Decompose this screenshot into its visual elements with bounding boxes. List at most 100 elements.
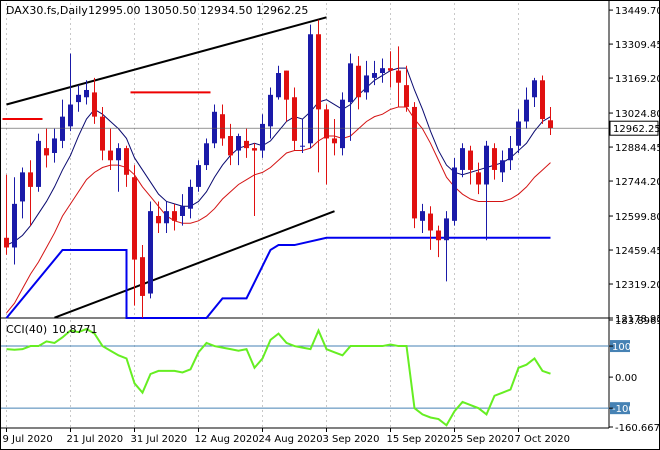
candle-body — [12, 203, 17, 248]
price-tick-label: 12178.95 — [615, 314, 660, 325]
candle-body — [380, 68, 385, 74]
candle-body — [172, 211, 177, 221]
candle-body — [300, 145, 305, 147]
cci-tick-label: -100 — [612, 404, 635, 415]
candle-body — [284, 70, 289, 100]
price-tick-label: 12459.45 — [615, 246, 660, 257]
current-price-label: 12962.25 — [613, 124, 660, 135]
trend-line — [6, 16, 327, 106]
candle-body — [220, 114, 225, 139]
time-tick-label: 9 Jul 2020 — [3, 434, 53, 445]
cci-level-box — [610, 340, 630, 353]
price-tick-label: 13024.80 — [615, 109, 660, 120]
price-tick-label: 12599.80 — [615, 212, 660, 223]
candle-body — [452, 167, 457, 221]
candle-body — [324, 109, 329, 139]
candle-body — [500, 160, 505, 173]
candle-body — [332, 138, 337, 144]
candle-body — [276, 73, 281, 98]
candle-body — [356, 65, 361, 98]
candle-body — [84, 89, 89, 98]
cci-title: CCI(40) — [6, 323, 47, 336]
candle-body — [516, 121, 521, 146]
cci-tick-label: 0.00 — [615, 373, 637, 384]
price-tick-label: 12744.20 — [615, 177, 660, 188]
candle-body — [364, 75, 369, 93]
time-tick-label: 24 Aug 2020 — [259, 434, 323, 445]
candle-body — [540, 80, 545, 120]
candle-body — [28, 172, 33, 187]
candle-body — [228, 136, 233, 156]
candle-body — [44, 148, 49, 156]
candle-body — [420, 211, 425, 221]
cci-line — [6, 327, 551, 427]
candle-body — [204, 143, 209, 166]
candle-body — [252, 148, 257, 151]
candle-body — [436, 230, 441, 241]
ohlc-label: 12995.00 13050.50 12934.50 12962.25 — [88, 4, 308, 17]
time-tick-label: 25 Sep 2020 — [451, 434, 514, 445]
candle-body — [404, 85, 409, 107]
candle-body — [140, 257, 145, 296]
candle-body — [132, 177, 137, 260]
candle-body — [340, 99, 345, 149]
chart-header: DAX30.fs,Daily 12995.00 13050.50 12934.5… — [6, 4, 308, 17]
price-pane — [1, 16, 609, 319]
candle-body — [76, 94, 81, 103]
cci-pane — [1, 327, 609, 427]
candle-body — [460, 148, 465, 170]
price-tick-label: 12319.20 — [615, 280, 660, 291]
candle-body — [484, 145, 489, 185]
cci-header: CCI(40) 10.8771 — [6, 323, 98, 336]
axes: 13449.70 13309.45 13169.20 13024.80 12884.45… — [3, 6, 660, 445]
candle-body — [52, 138, 57, 153]
time-tick-label: 21 Jul 2020 — [67, 434, 124, 445]
time-tick-label: 12 Aug 2020 — [195, 434, 259, 445]
candle-body — [92, 92, 97, 117]
candle-body — [196, 165, 201, 187]
candle-body — [260, 123, 265, 151]
candle-body — [180, 206, 185, 216]
candle-body — [268, 94, 273, 127]
candle-body — [396, 70, 401, 83]
step-level-line — [5, 236, 551, 319]
candle-body — [164, 211, 169, 224]
candle-body — [476, 172, 481, 185]
candle-body — [292, 97, 297, 141]
current-price-box — [609, 120, 659, 136]
candle-body — [412, 106, 417, 219]
price-tick-label: 13449.70 — [615, 6, 660, 17]
ma-fast-line — [6, 67, 551, 246]
price-tick-label: 13169.20 — [615, 74, 660, 85]
candle-body — [36, 140, 41, 187]
candle-body — [156, 215, 161, 224]
candle-body — [100, 116, 105, 151]
trend-line — [54, 210, 335, 319]
candle-body — [492, 148, 497, 170]
candle-body — [348, 63, 353, 103]
candle-body — [428, 213, 433, 231]
candle-body — [108, 150, 113, 161]
cci-tick-label: 100 — [612, 342, 631, 353]
candle-body — [548, 120, 553, 129]
symbol-label: DAX30.fs,Daily — [6, 4, 88, 17]
candle-body — [468, 150, 473, 170]
cci-tick-label: -160.6677 — [615, 423, 660, 434]
candle-body — [4, 237, 9, 248]
candle-body — [372, 73, 377, 78]
ma-slow-line — [6, 106, 551, 314]
candle-body — [308, 34, 313, 144]
candle-body — [212, 111, 217, 144]
candle-body — [532, 80, 537, 98]
candle-body — [524, 99, 529, 122]
cci-value: 10.8771 — [52, 323, 98, 336]
candle-body — [316, 34, 321, 110]
candle-body — [20, 172, 25, 202]
candle-body — [444, 218, 449, 241]
candle-body — [60, 116, 65, 141]
candle-body — [388, 68, 393, 71]
time-tick-label: 15 Sep 2020 — [387, 434, 450, 445]
